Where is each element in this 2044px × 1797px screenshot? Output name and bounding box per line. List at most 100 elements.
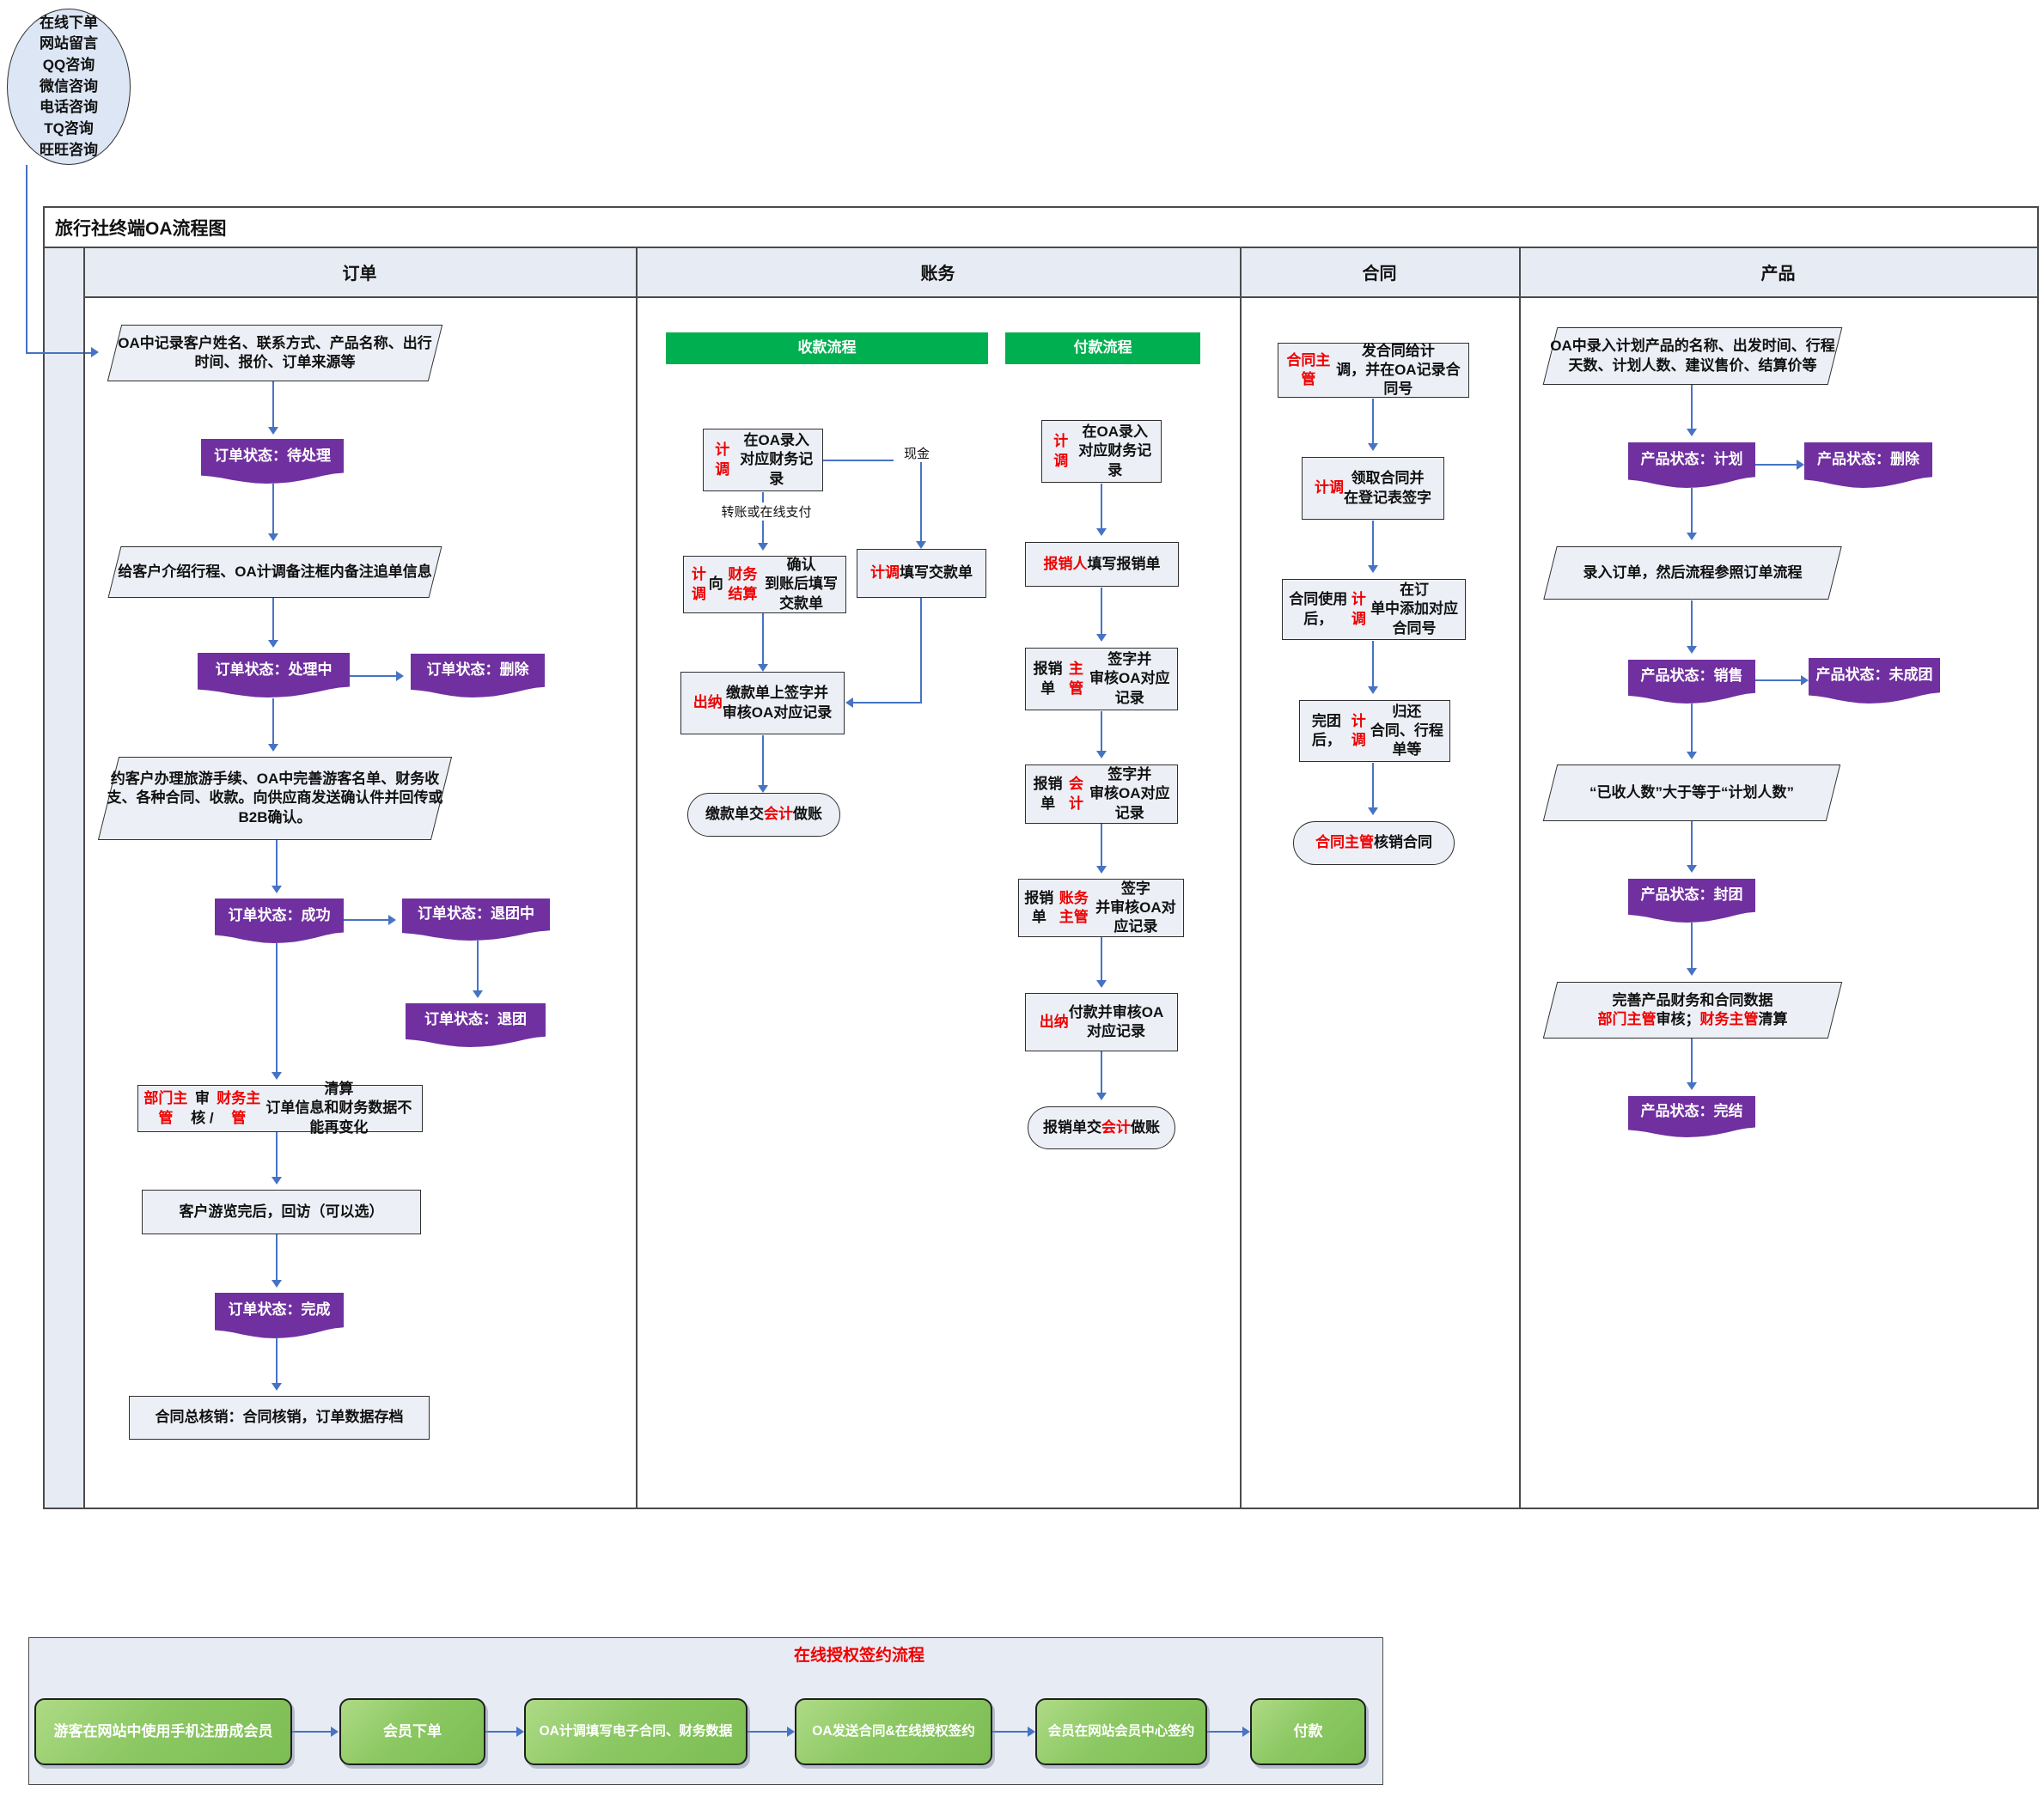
step-fill-econtract: OA计调填写电子合同、财务数据	[524, 1698, 747, 1765]
connector	[350, 675, 396, 677]
arrowhead	[1687, 429, 1697, 436]
node-payment-supervisor-sign: 报销单 主管 签字并 审核OA对应记录	[1025, 648, 1178, 710]
node-contract-writeoff: 合同主管 核销合同	[1293, 821, 1455, 865]
connector	[1691, 600, 1693, 646]
connector	[747, 1731, 787, 1733]
status-order-pending: 订单状态：待处理	[201, 439, 344, 484]
node-payment-expense-form: 报销人 填写报销单	[1025, 542, 1179, 587]
connector	[272, 598, 274, 640]
node-order-visit: 客户游览完后，回访（可以选）	[142, 1190, 421, 1234]
connector	[276, 943, 278, 1072]
column-header-finance: 账务	[920, 265, 955, 283]
arrowhead	[272, 886, 282, 893]
connector	[272, 381, 274, 427]
arrowhead	[268, 744, 278, 752]
node-payment-finance-super-sign: 报销单 账务主管 签字 并审核OA对应记录	[1018, 879, 1184, 937]
connector	[1101, 484, 1102, 528]
arrowhead	[1096, 980, 1107, 988]
connector	[477, 941, 479, 990]
node-label: 约客户办理旅游手续、OA中完善游客名单、财务收支、各种合同、收款。向供应商发送确…	[107, 771, 443, 825]
status-product-closed: 产品状态：封团	[1628, 879, 1755, 923]
connector	[272, 484, 274, 533]
node-product-entry: OA中录入计划产品的名称、出发时间、行程天数、计划人数、建议售价、结算价等	[1536, 327, 1849, 385]
connector	[276, 1234, 278, 1280]
connector	[1372, 399, 1374, 443]
connector	[485, 1731, 516, 1733]
edge-label-cash: 现金	[894, 444, 940, 462]
arrowhead	[1368, 443, 1378, 451]
connector	[1691, 821, 1693, 865]
connector	[920, 460, 922, 541]
connector	[1101, 937, 1102, 980]
column-divider-1	[636, 247, 638, 1508]
frame-title: 旅行社终端OA流程图	[55, 218, 227, 239]
online-sign-title: 在线授权签约流程	[793, 1647, 924, 1665]
arrowhead	[272, 1280, 282, 1288]
arrowhead	[1687, 968, 1697, 976]
status-order-deleted: 订单状态：删除	[411, 654, 545, 697]
connector	[1691, 385, 1693, 429]
status-product-delete: 产品状态：删除	[1804, 442, 1932, 488]
connector	[853, 702, 922, 704]
connector-source-right	[26, 352, 91, 354]
arrowhead	[473, 990, 483, 998]
node-payment-record: 计调 在OA录入 对应财务记录	[1041, 420, 1162, 483]
status-order-processing: 订单状态：处理中	[198, 653, 350, 697]
node-receipt-cashier-sign: 出纳 缴款单上签字并 审核OA对应记录	[680, 672, 845, 734]
arrowhead	[1096, 866, 1107, 874]
arrowhead	[1096, 1093, 1107, 1100]
arrowhead	[272, 1177, 282, 1185]
arrowhead	[1028, 1727, 1035, 1737]
arrowhead	[516, 1727, 524, 1737]
connector	[1691, 488, 1693, 533]
connector	[276, 840, 278, 886]
arrowhead-source	[91, 347, 99, 357]
node-label: OA中记录客户姓名、联系方式、产品名称、出行时间、报价、订单来源等	[118, 334, 432, 370]
arrowhead	[758, 543, 768, 551]
connector-source-down	[26, 165, 27, 353]
node-order-record-info: OA中记录客户姓名、联系方式、产品名称、出行时间、报价、订单来源等	[101, 325, 449, 381]
connector	[1207, 1731, 1242, 1733]
node-product-order-entry: 录入订单，然后流程参照订单流程	[1536, 546, 1849, 600]
arrowhead	[268, 640, 278, 648]
connector	[1691, 704, 1693, 752]
connector	[1691, 1039, 1693, 1082]
connector	[1755, 679, 1801, 681]
connector	[762, 735, 764, 785]
connector	[344, 919, 388, 921]
status-order-success: 订单状态：成功	[215, 898, 344, 943]
node-contract-issue: 合同主管 发合同给计 调，并在OA记录合同号	[1278, 343, 1469, 398]
column-header-contract: 合同	[1362, 265, 1397, 283]
node-label: 给客户介绍行程、OA计调备注框内备注追单信息	[118, 563, 432, 580]
connector	[1372, 763, 1374, 807]
arrowhead	[1368, 565, 1378, 573]
node-contract-collect: 计调 领取合同并 在登记表签字	[1302, 457, 1444, 520]
arrowhead	[758, 664, 768, 672]
arrowhead	[1687, 533, 1697, 540]
node-payment-cashier-pay: 出纳 付款并审核OA 对应记录	[1025, 993, 1178, 1051]
node-label: 完善产品财务和合同数据 部门主管审核；财务主管清算	[1597, 991, 1788, 1027]
connector	[272, 698, 274, 744]
arrowhead	[1687, 1082, 1697, 1090]
step-register-member: 游客在网站中使用手机注册成会员	[34, 1698, 292, 1765]
connector	[1101, 824, 1102, 866]
connector	[1755, 464, 1797, 466]
arrowhead	[1096, 528, 1107, 536]
column-divider-2	[1240, 247, 1242, 1508]
connector	[992, 1731, 1028, 1733]
step-member-order: 会员下单	[339, 1698, 485, 1765]
step-pay: 付款	[1250, 1698, 1366, 1765]
node-product-finalize: 完善产品财务和合同数据 部门主管审核；财务主管清算	[1536, 982, 1849, 1039]
arrowhead	[758, 785, 768, 793]
arrowhead	[331, 1727, 339, 1737]
arrowhead	[1801, 675, 1809, 685]
arrowhead	[916, 541, 926, 549]
banner-receipt-flow: 收款流程	[666, 332, 988, 364]
arrowhead	[1797, 460, 1804, 470]
connector	[920, 598, 922, 703]
step-send-contract: OA发送合同&在线授权签约	[795, 1698, 992, 1765]
connector	[276, 1132, 278, 1177]
node-payment-accountant-sign: 报销单 会计 签字并 审核OA对应记录	[1025, 764, 1178, 824]
arrowhead	[388, 915, 396, 925]
